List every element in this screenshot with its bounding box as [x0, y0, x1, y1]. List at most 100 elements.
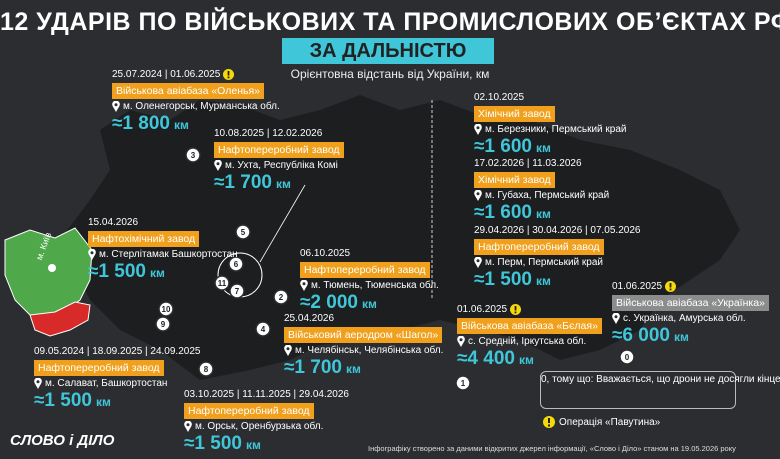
marker-label: 4	[261, 325, 266, 334]
location: м. Челябінськ, Челябінська обл.	[295, 345, 444, 356]
pin-icon	[300, 280, 308, 291]
dates: 03.10.2025 | 11.11.2025 | 29.04.2026	[184, 389, 349, 400]
target-tag: Нафтопереробний завод	[184, 403, 314, 419]
distance-unit: км	[673, 330, 689, 344]
dates: 01.06.2025	[612, 281, 663, 292]
marker-label: 3	[191, 151, 196, 160]
marker-label: 1	[461, 379, 466, 388]
pin-icon	[112, 101, 120, 112]
location: м. Оленегорськ, Мурманська обл.	[123, 101, 280, 112]
target-tag: Військова авіабаза «Українка»	[612, 295, 769, 311]
strike-entry: 03.10.2025 | 11.11.2025 | 29.04.2026 Нафт…	[184, 388, 349, 455]
distance-row: ≈4 400 км	[457, 348, 602, 370]
marker-circle	[214, 275, 230, 291]
distance-row: ≈2 000 км	[300, 292, 439, 314]
distance-unit: км	[361, 297, 377, 311]
strike-entry: 02.10.2025 Хімічний завод м. Березники, Пе…	[474, 91, 626, 158]
marker-circle	[228, 256, 244, 272]
marker-circle	[198, 361, 214, 377]
location: м. Ухта, Республіка Комі	[225, 160, 338, 171]
distance-row: ≈1 700 км	[214, 172, 344, 194]
distance-unit: км	[535, 274, 551, 288]
target-tag: Військова авіабаза «Бєлая»	[457, 318, 602, 334]
dates: 10.08.2025 | 12.02.2026	[214, 128, 323, 139]
distance-row: ≈1 500 км	[184, 433, 349, 455]
distance-row: ≈1 500 км	[88, 261, 238, 283]
distance: ≈1 500	[474, 269, 532, 290]
date-row: 10.08.2025 | 12.02.2026	[214, 127, 344, 140]
pin-icon	[284, 345, 292, 356]
target-tag: Хімічний завод	[474, 172, 555, 188]
distance: ≈4 400	[457, 348, 515, 369]
location: м. Орськ, Оренбурзька обл.	[195, 421, 324, 432]
location: м. Тюмень, Тюменська обл.	[311, 280, 439, 291]
marker-label: 7	[235, 287, 240, 296]
distance-row: ≈1 800 км	[112, 113, 280, 135]
location-row: с. Українка, Амурська обл.	[612, 313, 769, 324]
distance-unit: км	[173, 118, 189, 132]
strike-entry: 29.04.2026 | 30.04.2026 | 07.05.2026 Нафт…	[474, 224, 640, 291]
marker-circle	[229, 283, 245, 299]
marker-label: 6	[234, 260, 239, 269]
distance: ≈6 000	[612, 325, 670, 346]
distance: ≈1 600	[474, 136, 532, 157]
title: 12 УДАРІВ ПО ВІЙСЬКОВИХ ТА ПРОМИСЛОВИХ О…	[0, 8, 780, 36]
distance-unit: км	[345, 362, 361, 376]
target-tag: Нафтопереробний завод	[34, 360, 164, 376]
dates: 01.06.2025	[457, 304, 508, 315]
distance-unit: км	[275, 177, 291, 191]
distance: ≈1 800	[112, 113, 170, 134]
dates: 29.04.2026 | 30.04.2026 | 07.05.2026	[474, 225, 641, 236]
marker-label: 8	[204, 365, 209, 374]
marker-circle	[185, 147, 201, 163]
date-row: 09.05.2024 | 18.09.2025 | 24.09.2025	[34, 345, 200, 358]
marker-label: 0	[625, 353, 630, 362]
location-row: м. Стерлітамак Башкортостан	[88, 249, 238, 260]
strike-entry: 09.05.2024 | 18.09.2025 | 24.09.2025 Нафт…	[34, 345, 200, 412]
distance-row: ≈1 500 км	[34, 390, 200, 412]
pin-icon	[214, 160, 222, 171]
date-row: 17.02.2026 | 11.03.2026	[474, 157, 609, 170]
distance: ≈1 600	[474, 202, 532, 223]
distance-row: ≈1 600 км	[474, 136, 626, 158]
pin-icon	[474, 257, 482, 268]
strike-entry: 06.10.2025 Нафтопереробний завод м. Тюмень…	[300, 247, 439, 314]
location-row: м. Губаха, Пермський край	[474, 190, 609, 201]
location-row: м. Березники, Пермський край	[474, 124, 626, 135]
dates: 06.10.2025	[300, 248, 351, 259]
logo: СЛОВО і ДІЛО	[10, 432, 115, 449]
distance: ≈1 700	[284, 357, 342, 378]
strike-entry: 01.06.2025 Військова авіабаза «Українка» с…	[612, 280, 769, 347]
pin-icon	[457, 336, 465, 347]
banner: ЗА ДАЛЬНІСТЮ	[282, 38, 494, 64]
distance-row: ≈1 600 км	[474, 202, 609, 224]
warning-icon	[543, 416, 555, 428]
location-row: м. Тюмень, Тюменська обл.	[300, 280, 439, 291]
legend-text: Операція «Павутина»	[559, 416, 661, 428]
location: с. Средній, Іркутська обл.	[468, 336, 587, 347]
target-tag: Військова авіабаза «Оленья»	[112, 83, 264, 99]
date-row: 01.06.2025	[457, 303, 602, 316]
target-tag: Нафтопереробний завод	[474, 239, 604, 255]
distance-unit: км	[535, 141, 551, 155]
location: м. Салават, Башкортостан	[45, 378, 168, 389]
warning-icon	[223, 69, 235, 80]
pin-icon	[474, 190, 482, 201]
subtitle: Орієнтовна відстань від України, км	[290, 67, 490, 81]
location: м. Стерлітамак Башкортостан	[99, 249, 238, 260]
warning-icon	[665, 281, 677, 292]
distance-row: ≈6 000 км	[612, 325, 769, 347]
strike-entry: 17.02.2026 | 11.03.2026 Хімічний завод м. …	[474, 157, 609, 224]
distance-unit: км	[518, 353, 534, 367]
target-tag: Військовий аеродром «Шагол»	[284, 327, 443, 343]
pin-icon	[88, 249, 96, 260]
marker-circle	[235, 224, 251, 240]
distance: ≈1 500	[34, 390, 92, 411]
marker-circle	[455, 375, 471, 391]
marker-label: 11	[218, 279, 227, 288]
target-tag: Нафтохімічний завод	[88, 231, 200, 247]
marker-label: 10	[162, 305, 171, 314]
location: м. Губаха, Пермський край	[485, 190, 610, 201]
